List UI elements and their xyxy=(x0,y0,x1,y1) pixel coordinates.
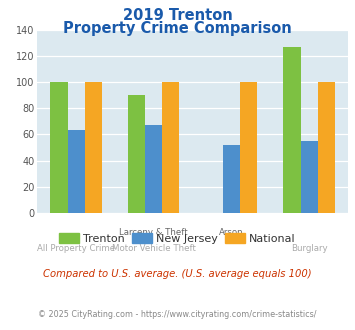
Bar xyxy=(318,82,335,213)
Text: Motor Vehicle Theft: Motor Vehicle Theft xyxy=(112,244,196,253)
Text: Arson: Arson xyxy=(219,228,244,237)
Text: All Property Crime: All Property Crime xyxy=(37,244,115,253)
Bar xyxy=(283,47,301,213)
Bar xyxy=(50,82,67,213)
Text: 2019 Trenton: 2019 Trenton xyxy=(122,8,233,23)
Bar xyxy=(240,82,257,213)
Bar xyxy=(67,130,84,213)
Bar xyxy=(84,82,102,213)
Bar xyxy=(145,125,162,213)
Text: Compared to U.S. average. (U.S. average equals 100): Compared to U.S. average. (U.S. average … xyxy=(43,269,312,279)
Bar xyxy=(128,95,145,213)
Legend: Trenton, New Jersey, National: Trenton, New Jersey, National xyxy=(59,233,296,244)
Bar xyxy=(162,82,179,213)
Bar xyxy=(301,141,318,213)
Text: Property Crime Comparison: Property Crime Comparison xyxy=(63,21,292,36)
Text: © 2025 CityRating.com - https://www.cityrating.com/crime-statistics/: © 2025 CityRating.com - https://www.city… xyxy=(38,310,317,319)
Bar xyxy=(223,145,240,213)
Text: Larceny & Theft: Larceny & Theft xyxy=(119,228,188,237)
Text: Burglary: Burglary xyxy=(291,244,327,253)
